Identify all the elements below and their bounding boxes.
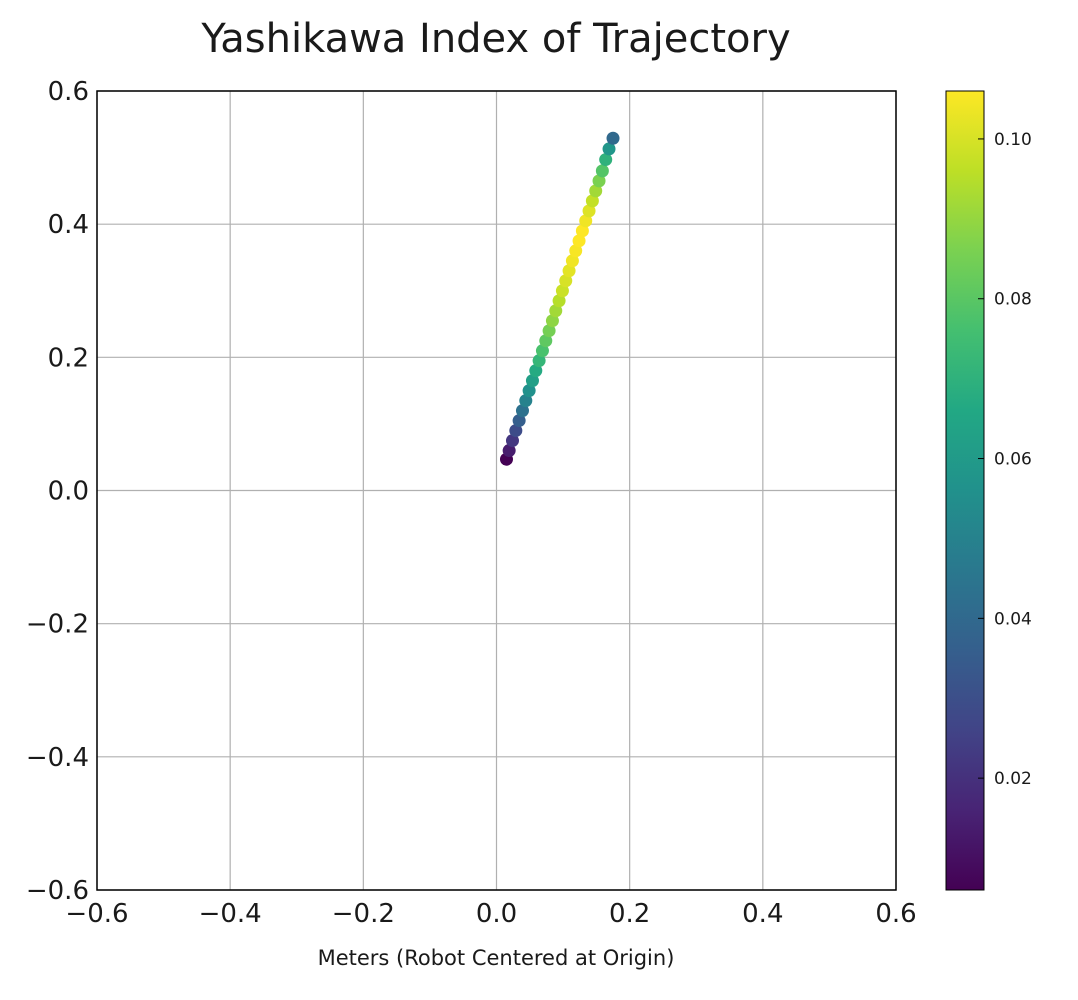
scatter-point	[562, 264, 576, 278]
scatter-point	[569, 244, 583, 258]
scatter-point	[592, 174, 606, 188]
y-tick-label: −0.4	[26, 743, 89, 773]
scatter-point	[535, 344, 549, 358]
colorbar	[945, 90, 985, 891]
scatter-point	[595, 164, 609, 178]
scatter-point	[525, 374, 539, 388]
y-axis-ticks: −0.6 −0.4 −0.2 0.0 0.2 0.4 0.6	[26, 77, 89, 906]
scatter-point	[539, 334, 553, 348]
scatter-point	[512, 414, 526, 428]
y-tick-label: 0.2	[48, 343, 89, 373]
scatter-point	[522, 384, 536, 398]
y-tick-label: 0.0	[48, 477, 89, 507]
scatter-point	[575, 224, 589, 238]
grid-lines	[96, 90, 897, 891]
scatter-point	[606, 131, 620, 145]
scatter-point	[542, 324, 556, 338]
colorbar-tick-label: 0.02	[994, 769, 1032, 789]
scatter-point	[585, 194, 599, 208]
scatter-point	[552, 294, 566, 308]
scatter-point	[559, 274, 573, 288]
x-axis-ticks: −0.6 −0.4 −0.2 0.0 0.2 0.4 0.6	[65, 899, 916, 929]
x-tick-label: 0.0	[476, 899, 517, 929]
scatter-point	[519, 394, 533, 408]
y-tick-label: 0.4	[48, 210, 89, 240]
scatter-point	[545, 314, 559, 328]
x-tick-label: 0.4	[742, 899, 783, 929]
x-tick-label: 0.6	[875, 899, 916, 929]
scatter-point	[549, 304, 563, 318]
scatter-point	[599, 153, 613, 167]
scatter-point	[532, 354, 546, 368]
colorbar-tick-label: 0.04	[994, 609, 1032, 629]
scatter-point	[589, 184, 603, 198]
scatter-point	[502, 444, 516, 458]
scatter-point	[529, 364, 543, 378]
chart-title: Yashikawa Index of Trajectory	[200, 16, 790, 62]
colorbar-ticks: 0.02 0.04 0.06 0.08 0.10	[978, 130, 1032, 789]
y-tick-label: −0.6	[26, 876, 89, 906]
plot-area-frame	[96, 90, 897, 891]
scatter-point	[572, 234, 586, 248]
colorbar-tick-label: 0.10	[994, 130, 1032, 150]
y-tick-label: 0.6	[48, 77, 89, 107]
scatter-point	[505, 434, 519, 448]
scatter-points	[499, 131, 620, 466]
scatter-point	[602, 142, 616, 156]
colorbar-tick-label: 0.08	[994, 290, 1032, 310]
x-tick-label: −0.4	[199, 899, 262, 929]
scatter-point	[565, 254, 579, 268]
scatter-point	[582, 204, 596, 218]
scatter-point	[555, 284, 569, 298]
scatter-point	[515, 404, 529, 418]
scatter-point	[509, 424, 523, 438]
y-tick-label: −0.2	[26, 610, 89, 640]
x-tick-label: −0.6	[65, 899, 128, 929]
colorbar-tick-label: 0.06	[994, 450, 1032, 470]
x-tick-label: −0.2	[332, 899, 395, 929]
x-tick-label: 0.2	[609, 899, 650, 929]
scatter-point	[579, 214, 593, 228]
x-axis-label: Meters (Robot Centered at Origin)	[318, 946, 675, 970]
